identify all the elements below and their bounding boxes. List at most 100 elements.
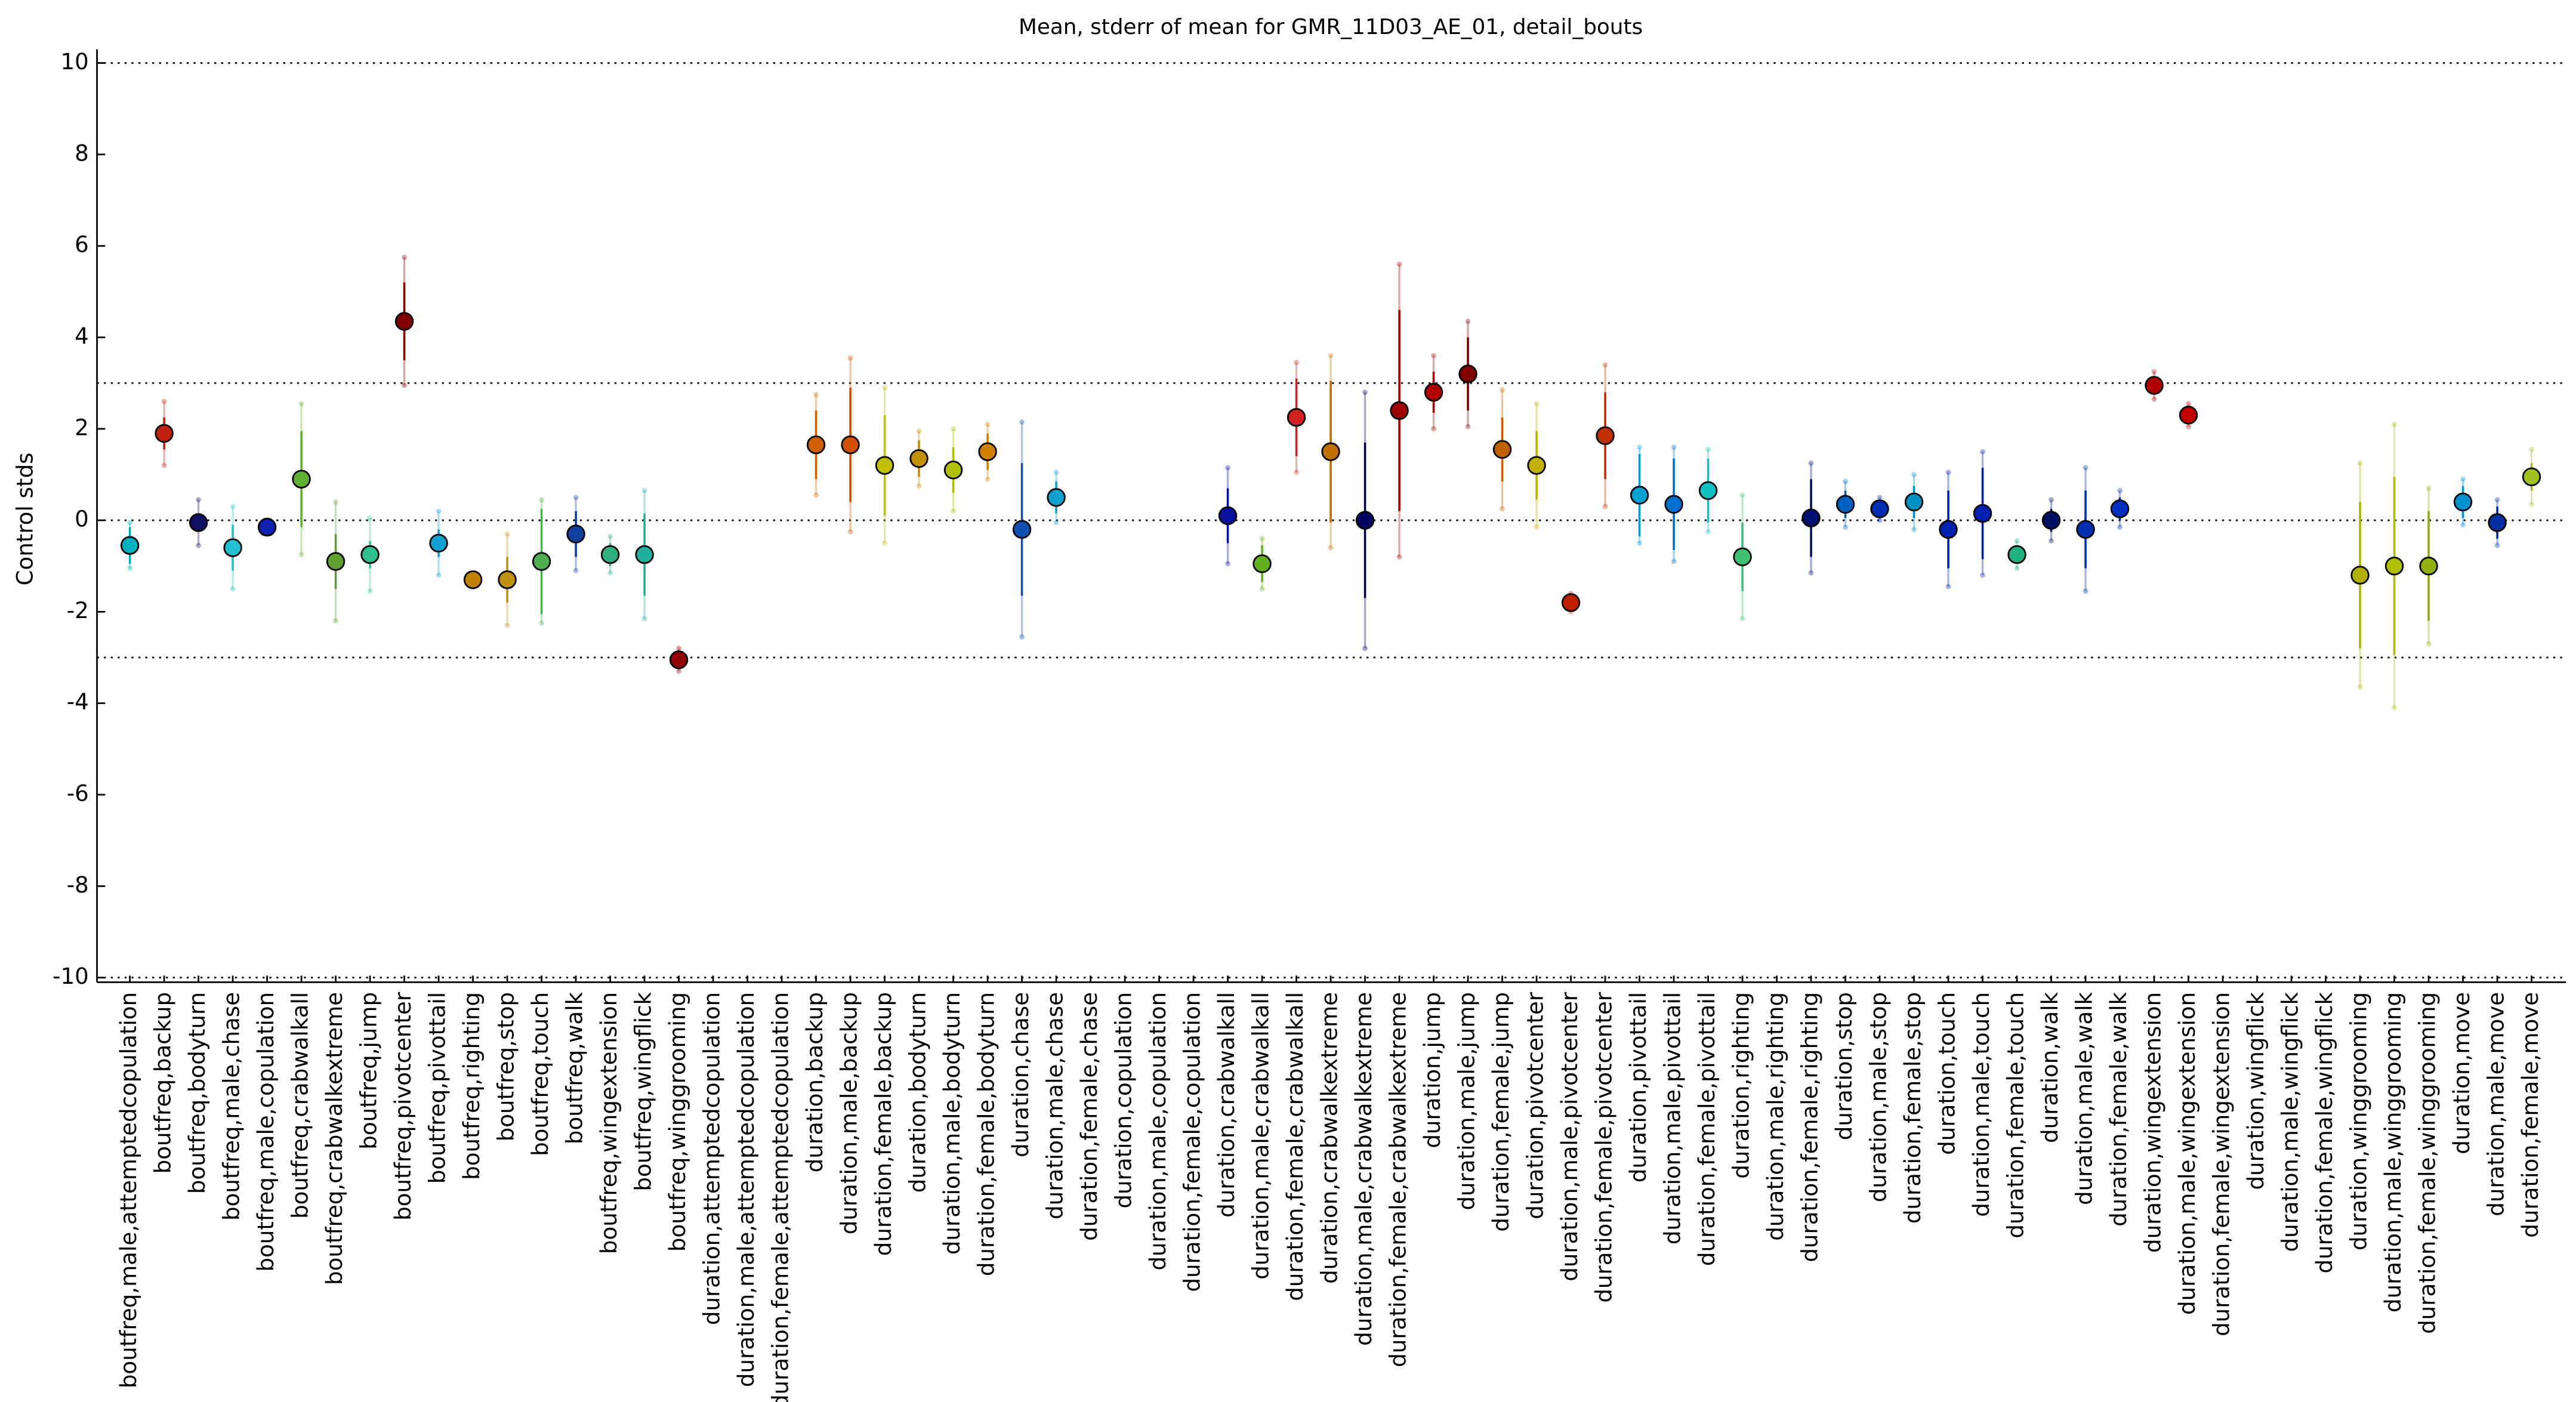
x-tick-label: duration,male,touch (1969, 992, 1994, 1217)
x-tick-label: boutfreq,male,copulation (253, 992, 279, 1272)
mean-marker (155, 424, 174, 443)
spread-end (1431, 426, 1436, 432)
mean-marker (189, 513, 208, 532)
spread-end (2426, 641, 2432, 647)
spread-end (2460, 476, 2466, 482)
mean-marker (2110, 499, 2130, 518)
mean-marker (2453, 492, 2473, 512)
x-tick-label: boutfreq,righting (459, 992, 485, 1180)
mean-marker (2522, 467, 2541, 486)
spread-end (1053, 470, 1059, 475)
mean-marker (1390, 401, 1409, 420)
mean-marker (292, 470, 311, 489)
mean-marker (875, 456, 894, 475)
mean-marker (1218, 506, 1238, 526)
x-tick-label: duration,female,attemptedcopulation (768, 992, 794, 1402)
mean-marker (498, 570, 517, 589)
spread-end (1671, 444, 1677, 450)
spread-end (1500, 506, 1505, 512)
x-tick-label: duration,female,bodyturn (974, 992, 999, 1276)
x-tick-label: boutfreq,pivotcenter (390, 992, 416, 1221)
mean-marker (257, 517, 277, 537)
x-tick-label: duration,righting (1729, 992, 1754, 1179)
x-tick-label: boutfreq,touch (527, 992, 553, 1156)
mean-marker (1596, 426, 1615, 446)
spread-end (1019, 634, 1025, 640)
x-tick-label: duration,pivottail (1625, 992, 1651, 1182)
spread-end (2083, 465, 2088, 471)
spread-end (847, 529, 853, 535)
spread-end (1877, 495, 1883, 501)
x-tick-label: duration,male,righting (1763, 992, 1788, 1241)
mean-marker (1904, 492, 1924, 512)
x-tick-label: duration,male,copulation (1145, 992, 1171, 1271)
mean-marker (841, 435, 860, 455)
mean-marker (806, 435, 826, 455)
mean-marker (1458, 365, 1477, 384)
y-tick-label: -4 (67, 689, 89, 715)
mean-marker (1835, 495, 1855, 514)
mean-marker (1630, 486, 1649, 505)
mean-marker (600, 545, 620, 564)
mean-marker (2179, 406, 2198, 425)
spread-end (2117, 487, 2122, 493)
spread-end (641, 616, 647, 622)
x-tick-label: duration,male,stop (1866, 992, 1892, 1202)
mean-marker (2076, 520, 2095, 539)
spread-end (2186, 401, 2191, 407)
mean-marker (909, 449, 928, 468)
spread-end (161, 462, 167, 468)
mean-marker (463, 570, 483, 589)
spread-end (1637, 541, 1642, 546)
x-tick-label: duration,stop (1831, 992, 1857, 1140)
spread-end (2049, 497, 2054, 503)
spread-end (504, 531, 510, 537)
spread-end (916, 483, 922, 489)
mean-marker (943, 461, 963, 480)
x-tick-label: duration,attemptedcopulation (699, 992, 725, 1325)
x-tick-label: duration,bodyturn (905, 992, 931, 1193)
spread-end (916, 428, 922, 434)
x-tick-label: duration,male,crabwalkall (1248, 992, 1274, 1280)
y-tick-label: -6 (67, 781, 89, 807)
x-tick-label: duration,male,attemptedcopulation (733, 992, 759, 1387)
spread-end (1362, 646, 1368, 651)
x-tick-label: boutfreq,male,chase (219, 992, 245, 1221)
x-tick-label: duration,winggrooming (2346, 992, 2372, 1250)
x-tick-label: boutfreq,stop (493, 992, 519, 1141)
spread-end (1911, 527, 1917, 532)
x-tick-label: boutfreq,bodyturn (184, 992, 210, 1194)
mean-marker (1733, 547, 1752, 567)
spread-end (607, 533, 613, 539)
spread-end (2049, 538, 2054, 544)
mean-marker (566, 524, 585, 543)
spread-end (2357, 460, 2363, 466)
spread-end (1465, 424, 1471, 430)
spread-end (1500, 387, 1505, 393)
spread-end (676, 646, 681, 651)
spread-end (1739, 492, 1745, 498)
chart-title: Mean, stderr of mean for GMR_11D03_AE_01… (1019, 15, 1643, 39)
spread-end (2186, 424, 2191, 430)
spread-end (1328, 353, 1334, 359)
spread-end (333, 499, 339, 505)
spread-end (539, 497, 544, 503)
spread-end (1534, 401, 1540, 407)
mean-marker (2488, 513, 2507, 532)
spread-end (2529, 446, 2534, 452)
mean-marker (2041, 511, 2061, 530)
spread-end (2151, 369, 2157, 375)
spread-end (813, 492, 819, 498)
mean-marker (1698, 481, 1718, 500)
mean-marker (2384, 557, 2404, 576)
spread-end (573, 495, 579, 501)
spread-end (2083, 588, 2088, 594)
x-tick-label: boutfreq,crabwalkextreme (322, 992, 347, 1285)
spread-end (641, 487, 647, 493)
spread-end (847, 355, 853, 361)
spread-end (1431, 353, 1436, 359)
mean-marker (1801, 508, 1821, 527)
mean-marker (2350, 566, 2370, 585)
x-tick-label: duration,male,pivottail (1660, 992, 1686, 1244)
